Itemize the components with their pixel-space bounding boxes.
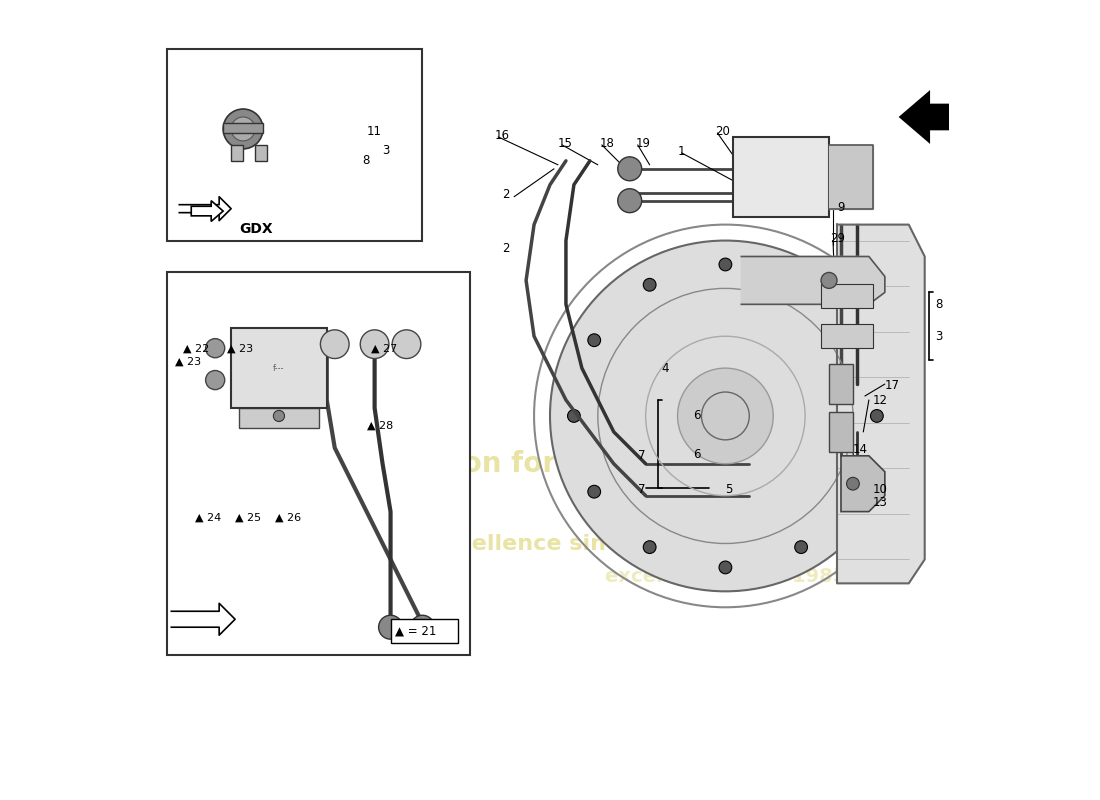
Text: ▲ 25: ▲ 25: [235, 513, 261, 523]
Text: ▲ 27: ▲ 27: [371, 343, 397, 353]
Bar: [734, 137, 829, 217]
Circle shape: [568, 410, 581, 422]
Bar: [239, 408, 319, 428]
Bar: [167, 50, 422, 241]
Text: ▲ 23: ▲ 23: [175, 357, 201, 366]
Circle shape: [618, 189, 641, 213]
Circle shape: [794, 278, 807, 291]
Text: 4: 4: [661, 362, 669, 374]
Text: 3: 3: [383, 144, 390, 157]
Text: 29: 29: [830, 232, 846, 245]
Circle shape: [618, 157, 641, 181]
Text: excellence since 1985: excellence since 1985: [429, 534, 703, 554]
Circle shape: [821, 273, 837, 288]
Polygon shape: [837, 225, 925, 583]
Text: 7: 7: [638, 482, 646, 496]
Text: 9: 9: [837, 201, 845, 214]
Text: 6: 6: [693, 448, 701, 461]
Bar: [255, 145, 267, 161]
Circle shape: [320, 330, 349, 358]
Text: 14: 14: [852, 443, 868, 456]
Bar: [223, 123, 263, 133]
Text: 20: 20: [715, 125, 730, 138]
Text: 3: 3: [935, 330, 943, 342]
Polygon shape: [901, 93, 968, 141]
Text: f---: f---: [273, 364, 285, 373]
Text: 1: 1: [678, 145, 685, 158]
Text: 13: 13: [873, 495, 888, 509]
Text: ▲ 28: ▲ 28: [366, 421, 393, 430]
Circle shape: [206, 370, 224, 390]
Polygon shape: [191, 201, 223, 222]
Circle shape: [702, 392, 749, 440]
Circle shape: [719, 258, 732, 271]
Circle shape: [587, 486, 601, 498]
Text: 8: 8: [363, 154, 370, 167]
Text: 12: 12: [873, 394, 888, 406]
Circle shape: [206, 338, 224, 358]
Text: a passion for: a passion for: [353, 450, 556, 478]
Text: 5: 5: [725, 482, 733, 496]
Bar: [821, 324, 873, 348]
Circle shape: [644, 541, 656, 554]
Text: 15: 15: [558, 137, 573, 150]
Circle shape: [274, 410, 285, 422]
Text: 2: 2: [503, 242, 509, 255]
Circle shape: [587, 334, 601, 346]
Bar: [829, 412, 852, 452]
Circle shape: [378, 615, 403, 639]
Text: 18: 18: [600, 137, 614, 150]
Text: ▲ 24: ▲ 24: [195, 513, 221, 523]
Text: ▲ 26: ▲ 26: [275, 513, 301, 523]
Text: 16: 16: [494, 129, 509, 142]
Polygon shape: [829, 145, 873, 209]
Circle shape: [794, 541, 807, 554]
Text: ▲ 23: ▲ 23: [227, 343, 253, 353]
Circle shape: [850, 486, 862, 498]
Bar: [231, 145, 243, 161]
Circle shape: [392, 330, 421, 358]
Bar: [390, 619, 459, 643]
Text: 7: 7: [638, 450, 646, 462]
Text: 10: 10: [873, 482, 888, 496]
Bar: [167, 273, 471, 655]
Text: ▲ = 21: ▲ = 21: [395, 625, 436, 638]
Circle shape: [361, 330, 389, 358]
Text: ▲ 22: ▲ 22: [184, 343, 209, 353]
Circle shape: [644, 278, 656, 291]
Circle shape: [550, 241, 901, 591]
Circle shape: [410, 615, 435, 639]
Circle shape: [847, 478, 859, 490]
Text: 2: 2: [503, 188, 509, 201]
Circle shape: [678, 368, 773, 464]
Text: 8: 8: [935, 298, 943, 311]
Polygon shape: [179, 197, 231, 221]
Circle shape: [223, 109, 263, 149]
Text: 6: 6: [693, 410, 701, 422]
Text: a passion for
excellence since 1985: a passion for excellence since 1985: [605, 533, 846, 586]
Text: GDX: GDX: [239, 222, 273, 235]
Text: 11: 11: [366, 125, 382, 138]
Bar: [231, 328, 327, 408]
Circle shape: [231, 117, 255, 141]
Text: 17: 17: [884, 379, 900, 392]
Circle shape: [719, 561, 732, 574]
Bar: [821, 285, 873, 308]
Circle shape: [850, 334, 862, 346]
Polygon shape: [172, 603, 235, 635]
Circle shape: [870, 410, 883, 422]
Text: 19: 19: [636, 137, 650, 150]
Bar: [829, 364, 852, 404]
Polygon shape: [842, 456, 884, 512]
Polygon shape: [741, 257, 884, 304]
